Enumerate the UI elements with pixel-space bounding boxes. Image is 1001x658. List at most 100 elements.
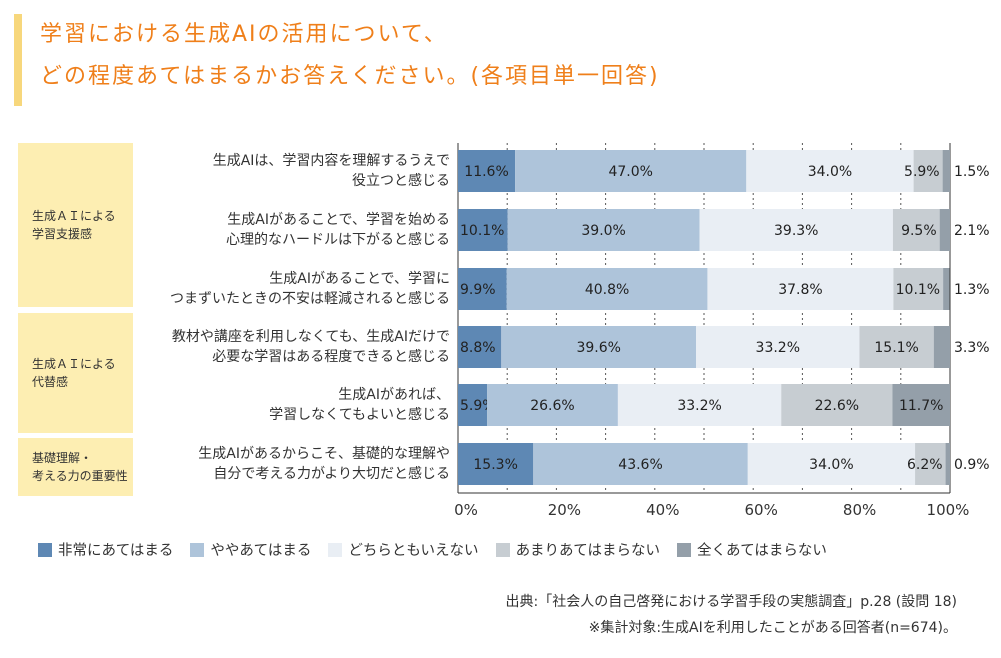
row-label: 生成AIがあることで、学習に つまずいたときの不安は軽減されると感じる [170,271,450,307]
legend: 非常にあてはまる ややあてはまる どちらともいえない あまりあてはまらない 全く… [38,539,844,560]
row-label: 生成AIは、学習内容を理解するうえで 役立つと感じる [212,153,450,189]
bar-segment [458,384,488,426]
bar-segment [458,268,507,310]
category-substitute: 生成ＡＩによる 代替感 [18,313,133,433]
x-tick-label: 40% [646,501,679,519]
data-label: 8.8% [460,340,496,356]
bar-segment [617,384,782,426]
legend-item: ややあてはまる [190,539,311,560]
legend-label: ややあてはまる [210,543,312,559]
bar-segment [533,443,748,485]
bar-segment [913,150,943,192]
row-label: 教材や講座を利用しなくても、生成AIだけで 必要な学習はある程度できると感じる [171,329,450,365]
bar-segment [781,384,893,426]
data-label: 5.9% [904,164,940,180]
data-label: 9.9% [460,282,496,298]
row-label: 生成AIがあることで、学習を始める 心理的なハードルは下がると感じる [226,212,450,248]
category-fundamentals: 基礎理解・ 考える力の重要性 [18,438,133,496]
title-line-1: 学習における生成AIの活用について、 [40,22,448,47]
bar-segment [487,384,618,426]
x-tick-label: 100% [927,501,970,519]
row-label: 生成AIがあるからこそ、基礎的な理解や 自分で考える力がより大切だと感じる [198,446,450,482]
legend-swatch [38,542,52,557]
data-label: 40.8% [585,282,629,298]
bar-segment [933,326,950,368]
legend-swatch [676,542,691,557]
x-tick-label: 0% [454,501,478,519]
data-label: 39.3% [774,223,818,239]
bar-segment [707,268,894,310]
legend-item: 非常にあてはまる [38,539,173,560]
bar-segment [746,150,914,192]
data-label: 2.1% [954,223,990,239]
bar-segment [515,150,747,192]
legend-item: あまりあてはまらない [495,539,660,560]
bar-segment [945,443,950,485]
bar-segment [699,209,893,251]
chart-title: 学習における生成AIの活用について、 どの程度あてはまるかお答えください。(各項… [40,14,660,98]
bar-segment [892,209,940,251]
legend-swatch [495,542,510,557]
data-label: 37.8% [778,282,822,298]
data-label: 10.1% [896,282,940,298]
x-tick-label: 20% [548,501,581,519]
legend-label: どちらともいえない [348,543,479,559]
data-label: 34.0% [808,164,852,180]
data-label: 39.0% [581,223,625,239]
bar-segment [892,384,950,426]
bar-segment [915,443,946,485]
data-label: 15.3% [473,457,517,473]
legend-label: 全くあてはまらない [696,543,827,559]
bar-segment [458,209,508,251]
legend-item: 全くあてはまらない [676,539,827,560]
bar-segment [506,268,708,310]
bar-segment [696,326,860,368]
data-label: 15.1% [874,340,918,356]
legend-item: どちらともいえない [328,539,479,560]
legend-label: あまりあてはまらない [515,543,660,559]
category-label: 生成ＡＩによる 代替感 [32,357,116,389]
source-note: 出典:「社会人の自己啓発における学習手段の実態調査」p.28 (設問 18) [505,594,957,610]
data-label: 33.2% [677,398,721,414]
data-label: 22.6% [815,398,859,414]
x-tick-label: 80% [843,501,876,519]
data-label: 26.6% [530,398,574,414]
data-label: 6.2% [907,457,943,473]
data-label: 11.7% [899,398,943,414]
bar-segment [943,268,950,310]
data-label: 10.1% [460,223,504,239]
x-tick-label: 60% [745,501,778,519]
data-label: 33.2% [756,340,800,356]
bar-segment [458,326,502,368]
bar-segment [939,209,950,251]
data-label: 43.6% [618,457,662,473]
data-label: 9.5% [901,223,937,239]
legend-swatch [328,542,343,557]
data-label: 34.0% [809,457,853,473]
data-label: 47.0% [608,164,652,180]
data-label: 3.3% [954,340,990,356]
legend-swatch [190,542,205,557]
title-accent-bar [14,14,22,106]
bar-segment [458,443,534,485]
row-label: 生成AIがあれば、 学習しなくてもよいと感じる [269,387,450,423]
category-support: 生成ＡＩによる 学習支援感 [18,143,133,307]
bar-segment [501,326,697,368]
bar-segment [942,150,950,192]
data-label: 39.6% [576,340,620,356]
data-label: 11.6% [464,164,508,180]
category-label: 基礎理解・ 考える力の重要性 [32,451,128,483]
population-note: ※集計対象:生成AIを利用したことがある回答者(n=674)。 [588,620,957,636]
data-label: 1.5% [954,164,990,180]
bar-segment [507,209,700,251]
bar-segment [458,150,516,192]
bar-segment [747,443,916,485]
bar-segment [893,268,944,310]
bar-segment [859,326,934,368]
data-label: 0.9% [954,457,990,473]
title-line-2: どの程度あてはまるかお答えください。(各項目単一回答) [40,64,660,89]
category-label: 生成ＡＩによる 学習支援感 [32,209,116,241]
data-label: 5.9% [460,398,496,414]
legend-label: 非常にあてはまる [58,543,174,559]
